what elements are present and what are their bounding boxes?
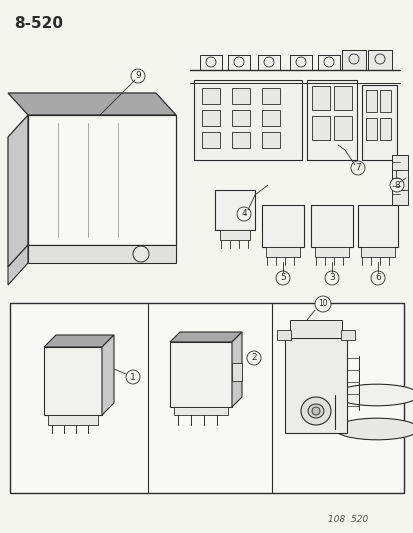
Bar [361, 85, 396, 160]
Polygon shape [28, 245, 176, 263]
Bar [333, 86, 351, 110]
Text: 7: 7 [354, 164, 360, 173]
Bar [289, 320, 341, 338]
Bar [231, 132, 249, 148]
Text: 10: 10 [318, 300, 327, 309]
Bar [379, 90, 390, 112]
Circle shape [324, 271, 338, 285]
Circle shape [247, 351, 260, 365]
Bar [266, 247, 299, 257]
Bar [311, 116, 329, 140]
Text: 3: 3 [328, 273, 334, 282]
Circle shape [236, 207, 250, 221]
Bar [231, 363, 242, 381]
Bar [231, 110, 249, 126]
Ellipse shape [307, 404, 323, 418]
Text: 4: 4 [241, 209, 246, 219]
Polygon shape [8, 245, 28, 285]
Polygon shape [44, 335, 114, 347]
Circle shape [133, 246, 149, 262]
Polygon shape [170, 342, 231, 407]
Polygon shape [284, 338, 346, 433]
Polygon shape [44, 347, 102, 415]
Bar [365, 90, 376, 112]
Bar [219, 230, 249, 240]
Polygon shape [8, 93, 176, 115]
Circle shape [370, 271, 384, 285]
Bar [310, 205, 352, 247]
Circle shape [275, 271, 289, 285]
Polygon shape [102, 335, 114, 415]
Polygon shape [8, 115, 28, 267]
Bar [261, 88, 279, 104]
Bar [391, 155, 407, 205]
Text: 6: 6 [374, 273, 380, 282]
Text: 8: 8 [393, 181, 399, 190]
Bar [314, 247, 348, 257]
Polygon shape [289, 55, 311, 70]
Bar [10, 303, 403, 493]
Bar [306, 80, 356, 160]
Bar [360, 247, 394, 257]
Circle shape [126, 370, 140, 384]
Text: 5: 5 [280, 273, 285, 282]
Polygon shape [231, 332, 242, 407]
Polygon shape [199, 55, 221, 70]
Bar [231, 88, 249, 104]
Bar [333, 116, 351, 140]
Circle shape [131, 69, 145, 83]
Bar [214, 190, 254, 230]
Bar [340, 330, 354, 340]
Bar [261, 110, 279, 126]
Polygon shape [317, 55, 339, 70]
Bar [48, 415, 98, 425]
Text: 2: 2 [251, 353, 256, 362]
Bar [194, 80, 301, 160]
Text: 108  520: 108 520 [327, 515, 367, 524]
Bar [202, 88, 219, 104]
Bar [395, 170, 407, 190]
Text: 8-520: 8-520 [14, 16, 63, 31]
Bar [202, 110, 219, 126]
Circle shape [311, 407, 319, 415]
Ellipse shape [300, 397, 330, 425]
Polygon shape [228, 55, 249, 70]
Circle shape [389, 178, 403, 192]
Bar [261, 132, 279, 148]
Circle shape [314, 296, 330, 312]
Bar [357, 205, 397, 247]
Bar [311, 86, 329, 110]
Polygon shape [28, 115, 176, 245]
Polygon shape [170, 332, 242, 342]
Polygon shape [257, 55, 279, 70]
Text: 9: 9 [135, 71, 140, 80]
Text: 1: 1 [130, 373, 135, 382]
Circle shape [350, 161, 364, 175]
Polygon shape [341, 50, 365, 70]
Bar [261, 205, 303, 247]
Bar [173, 407, 228, 415]
Polygon shape [367, 50, 391, 70]
Ellipse shape [334, 384, 413, 406]
Ellipse shape [334, 418, 413, 440]
Bar [276, 330, 290, 340]
Bar [379, 118, 390, 140]
Bar [202, 132, 219, 148]
Bar [365, 118, 376, 140]
